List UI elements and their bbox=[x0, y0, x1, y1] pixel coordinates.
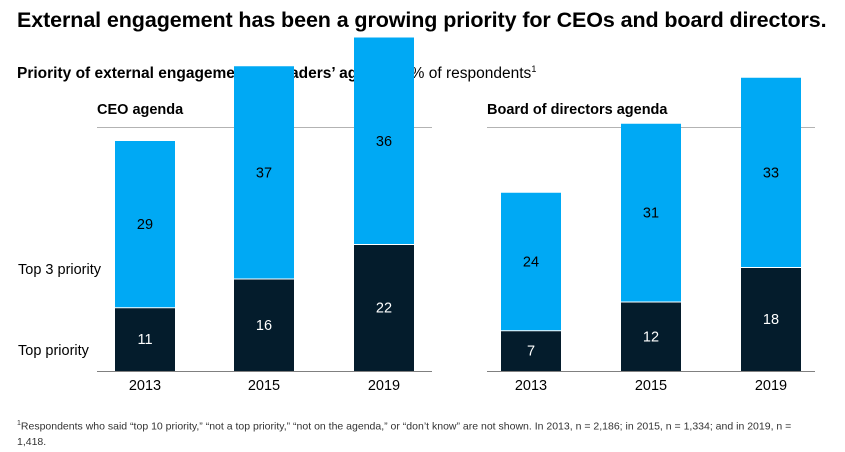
x-tick-label-ceo-2015: 2015 bbox=[248, 378, 280, 394]
bar-top-priority-board-2015 bbox=[621, 302, 681, 371]
x-tick-label-board-2015: 2015 bbox=[635, 378, 667, 394]
row-label-top3: Top 3 priority bbox=[18, 262, 102, 278]
data-label-top3-priority-ceo-2015: 37 bbox=[256, 165, 272, 181]
data-label-top-priority-ceo-2013: 11 bbox=[137, 332, 152, 348]
bar-top-priority-ceo-2013 bbox=[115, 307, 175, 371]
x-tick-label-board-2019: 2019 bbox=[755, 378, 787, 394]
bar-top3-priority-ceo-2015 bbox=[234, 66, 294, 279]
bar-top3-priority-board-2019 bbox=[741, 77, 801, 268]
data-label-top3-priority-ceo-2013: 29 bbox=[137, 217, 153, 233]
footnote: 1Respondents who said “top 10 priority,”… bbox=[17, 416, 797, 450]
chart-subtitle: Priority of external engagement on leade… bbox=[17, 64, 536, 83]
row-label-top: Top priority bbox=[18, 343, 89, 359]
bar-top-priority-board-2013 bbox=[501, 330, 561, 371]
data-label-top-priority-board-2015: 12 bbox=[643, 329, 659, 345]
x-tick-label-ceo-2019: 2019 bbox=[368, 378, 400, 394]
subtitle-footnote-mark: 1 bbox=[531, 64, 537, 74]
headline: External engagement has been a growing p… bbox=[17, 8, 827, 32]
bar-top-priority-board-2019 bbox=[741, 267, 801, 371]
bar-top3-priority-ceo-2013 bbox=[115, 141, 175, 308]
bar-top-priority-ceo-2015 bbox=[234, 279, 294, 371]
data-label-top3-priority-ceo-2019: 36 bbox=[376, 134, 392, 150]
data-label-top-priority-board-2019: 18 bbox=[763, 312, 779, 328]
data-label-top-priority-ceo-2019: 22 bbox=[376, 301, 392, 317]
x-tick-label-ceo-2013: 2013 bbox=[129, 378, 161, 394]
data-label-top3-priority-board-2013: 24 bbox=[523, 255, 539, 271]
footnote-mark: 1 bbox=[17, 420, 21, 427]
footnote-text: Respondents who said “top 10 priority,” … bbox=[17, 420, 792, 448]
data-label-top3-priority-board-2019: 33 bbox=[763, 165, 779, 181]
subtitle-units: % of respondents bbox=[406, 65, 532, 83]
subtitle-bold: Priority of external engagement on leade… bbox=[17, 65, 407, 83]
panel-title-board: Board of directors agenda bbox=[487, 102, 668, 118]
data-label-top-priority-board-2013: 7 bbox=[527, 344, 535, 360]
bar-top-priority-ceo-2019 bbox=[354, 244, 414, 371]
bar-top3-priority-board-2015 bbox=[621, 123, 681, 302]
data-label-top3-priority-board-2015: 31 bbox=[643, 206, 659, 222]
bar-top3-priority-board-2013 bbox=[501, 192, 561, 331]
x-tick-label-board-2013: 2013 bbox=[515, 378, 547, 394]
bar-top3-priority-ceo-2019 bbox=[354, 37, 414, 245]
data-label-top-priority-ceo-2015: 16 bbox=[256, 318, 272, 334]
panel-title-ceo: CEO agenda bbox=[97, 102, 184, 118]
